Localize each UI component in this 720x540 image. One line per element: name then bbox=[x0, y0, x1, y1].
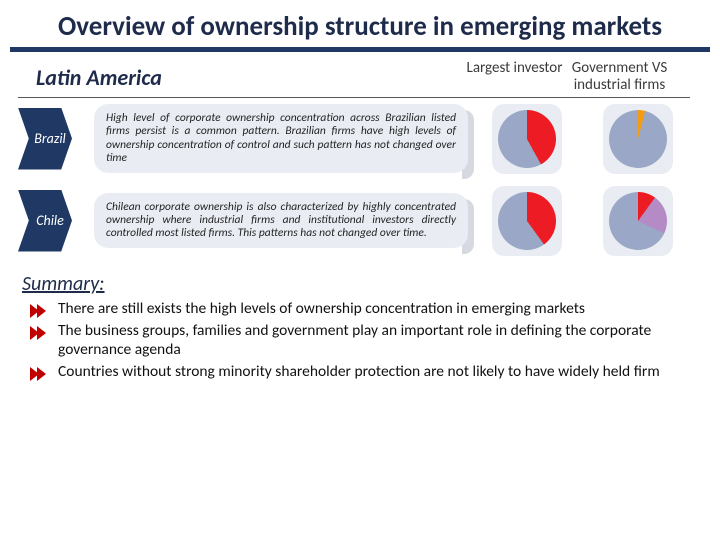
double-chevron-icon bbox=[30, 304, 48, 318]
summary-item: There are still exists the high levels o… bbox=[30, 300, 696, 319]
summary-item: The business groups, families and govern… bbox=[30, 322, 696, 359]
pie-card bbox=[492, 186, 562, 256]
pie-largest-investor bbox=[498, 192, 556, 250]
pie-largest-investor bbox=[498, 110, 556, 168]
country-name: Brazil bbox=[28, 108, 72, 170]
column-header-largest-investor: Largest investor bbox=[462, 60, 567, 77]
country-description-card: Chilean corporate ownership is also char… bbox=[94, 193, 468, 249]
country-chevron: Brazil bbox=[18, 108, 88, 170]
country-description: Chilean corporate ownership is also char… bbox=[106, 201, 456, 241]
column-header-gov-vs-industrial: Government VS industrial firms bbox=[567, 60, 672, 95]
region-name: Latin America bbox=[36, 60, 462, 91]
pie-card bbox=[492, 104, 562, 174]
summary-list: There are still exists the high levels o… bbox=[0, 300, 720, 382]
pie-card bbox=[603, 186, 673, 256]
country-chevron: Chile bbox=[18, 190, 88, 252]
double-chevron-icon bbox=[30, 367, 48, 381]
pie-card bbox=[603, 104, 673, 174]
country-row: Brazil High level of corporate ownership… bbox=[0, 98, 720, 180]
country-name: Chile bbox=[28, 190, 72, 252]
summary-item: Countries without strong minority shareh… bbox=[30, 363, 696, 382]
country-row: Chile Chilean corporate ownership is als… bbox=[0, 180, 720, 262]
region-header-row: Latin America Largest investor Governmen… bbox=[18, 52, 690, 98]
summary-text: Countries without strong minority shareh… bbox=[58, 363, 660, 382]
summary-heading: Summary: bbox=[0, 262, 720, 300]
pie-gov-vs-industrial bbox=[609, 110, 667, 168]
country-description-card: High level of corporate ownership concen… bbox=[94, 104, 468, 173]
double-chevron-icon bbox=[30, 326, 48, 340]
page-title: Overview of ownership structure in emerg… bbox=[30, 10, 690, 43]
summary-text: There are still exists the high levels o… bbox=[58, 300, 585, 319]
summary-text: The business groups, families and govern… bbox=[58, 322, 696, 359]
pie-gov-vs-industrial bbox=[609, 192, 667, 250]
country-description: High level of corporate ownership concen… bbox=[106, 112, 456, 165]
